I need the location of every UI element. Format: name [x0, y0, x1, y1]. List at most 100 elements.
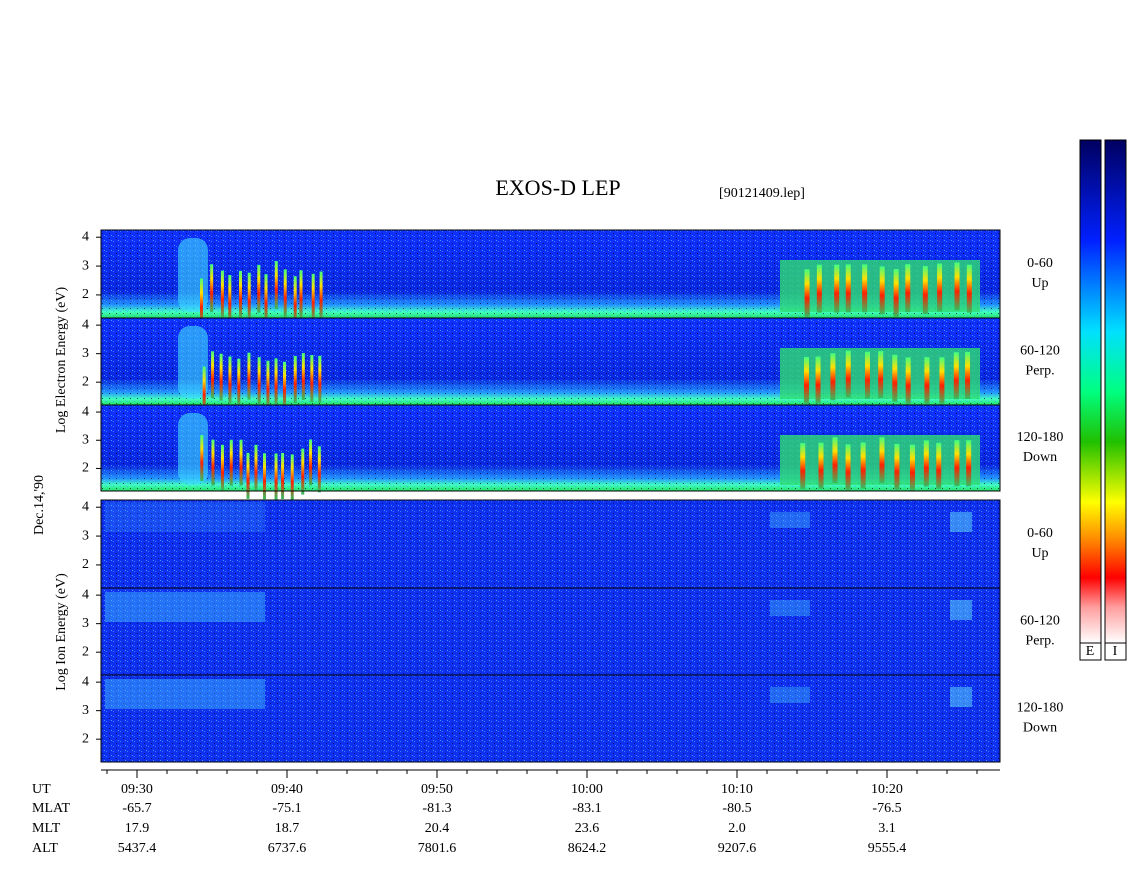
feature: [257, 264, 261, 313]
file-name: [90121409.lep]: [719, 186, 805, 201]
feature: [220, 444, 224, 491]
feature: [239, 270, 243, 319]
feature: [178, 238, 208, 312]
y-tick-label: 3: [82, 258, 89, 273]
feature: [815, 356, 821, 404]
feature: [770, 600, 810, 616]
colorbars: E I: [1079, 139, 1127, 661]
colorbar-box: [1079, 642, 1102, 661]
feature: [237, 358, 241, 406]
feature: [293, 355, 297, 403]
feature: [247, 272, 251, 321]
panel-range: 0-60: [1027, 256, 1053, 271]
panel-direction: Up: [1031, 546, 1048, 561]
panel-direction: Down: [1023, 450, 1057, 465]
feature: [954, 440, 960, 487]
feature: [923, 440, 929, 487]
ephemeris-value: 7801.6: [418, 841, 457, 856]
feature: [319, 271, 323, 320]
feature: [228, 356, 232, 404]
feature: [965, 351, 971, 399]
feature: [862, 264, 868, 313]
feature: [954, 262, 960, 311]
ephemeris-value: 5437.4: [118, 841, 157, 856]
row-label: MLT: [32, 821, 61, 836]
ephemeris-value: 6737.6: [268, 841, 307, 856]
feature: [274, 453, 278, 500]
feature: [892, 354, 898, 402]
feature: [922, 266, 928, 315]
feature: [210, 264, 214, 313]
date-label: Dec.14,'90: [32, 475, 47, 535]
y-tick-label: 3: [82, 528, 89, 543]
feature: [283, 361, 287, 409]
feature: [818, 442, 824, 489]
feature: [834, 264, 840, 313]
feature: [309, 439, 313, 486]
panel-range: 60-120: [1020, 344, 1060, 359]
feature: [830, 353, 836, 401]
feature: [283, 269, 287, 318]
feature: [200, 435, 204, 482]
ephemeris-value: 8624.2: [568, 841, 607, 856]
feature: [311, 273, 315, 322]
feature: [178, 413, 208, 485]
feature: [246, 452, 250, 499]
feature: [293, 276, 297, 325]
feature: [318, 355, 322, 403]
panel-range: 60-120: [1020, 614, 1060, 629]
feature: [317, 446, 321, 493]
ephemeris-value: -65.7: [122, 801, 151, 816]
panel-range: 120-180: [1017, 701, 1064, 716]
ion-axis-label: Log Ion Energy (eV): [54, 573, 69, 691]
panel-frame: [100, 674, 1001, 763]
time-tick-label: 10:20: [871, 782, 903, 797]
feature: [219, 353, 223, 401]
spectrogram-noise: [101, 500, 1000, 588]
panel-direction: Perp.: [1025, 634, 1054, 649]
panel-frame: [100, 404, 1001, 492]
feature: [845, 444, 851, 491]
ephemeris-value: -81.3: [422, 801, 451, 816]
feature: [266, 360, 270, 408]
feature: [239, 439, 243, 486]
ephemeris-value: 3.1: [878, 821, 896, 836]
feature: [845, 350, 851, 398]
feature: [924, 357, 930, 405]
feature: [950, 512, 972, 532]
feature: [905, 357, 911, 405]
feature: [178, 326, 208, 399]
y-tick-label: 3: [82, 346, 89, 361]
feature: [202, 366, 206, 414]
time-tick-label: 09:50: [421, 782, 453, 797]
feature: [878, 351, 884, 399]
feature: [879, 437, 885, 484]
y-tick-label: 4: [82, 499, 89, 514]
feature: [301, 353, 305, 401]
feature: [310, 355, 314, 403]
feature: [966, 440, 972, 487]
feature: [220, 270, 224, 319]
feature: [254, 444, 258, 491]
feature: [905, 264, 911, 313]
panel-direction: Up: [1031, 276, 1048, 291]
y-tick-label: 2: [82, 461, 89, 476]
feature: [804, 269, 810, 318]
ephemeris-value: -83.1: [572, 801, 601, 816]
title: EXOS-D LEP: [495, 175, 620, 200]
feature: [229, 439, 233, 486]
y-tick-label: 4: [82, 317, 89, 332]
feature: [936, 442, 942, 489]
feature: [211, 351, 215, 399]
time-tick-label: 10:00: [571, 782, 603, 797]
y-tick-label: 2: [82, 374, 89, 389]
electron-axis-label: Log Electron Energy (eV): [54, 287, 69, 434]
y-tick-label: 2: [82, 287, 89, 302]
feature: [800, 443, 806, 490]
feature: [950, 600, 972, 620]
spectrogram-noise: [101, 588, 1000, 675]
feature: [274, 261, 278, 310]
feature: [803, 357, 809, 405]
feature: [939, 357, 945, 405]
